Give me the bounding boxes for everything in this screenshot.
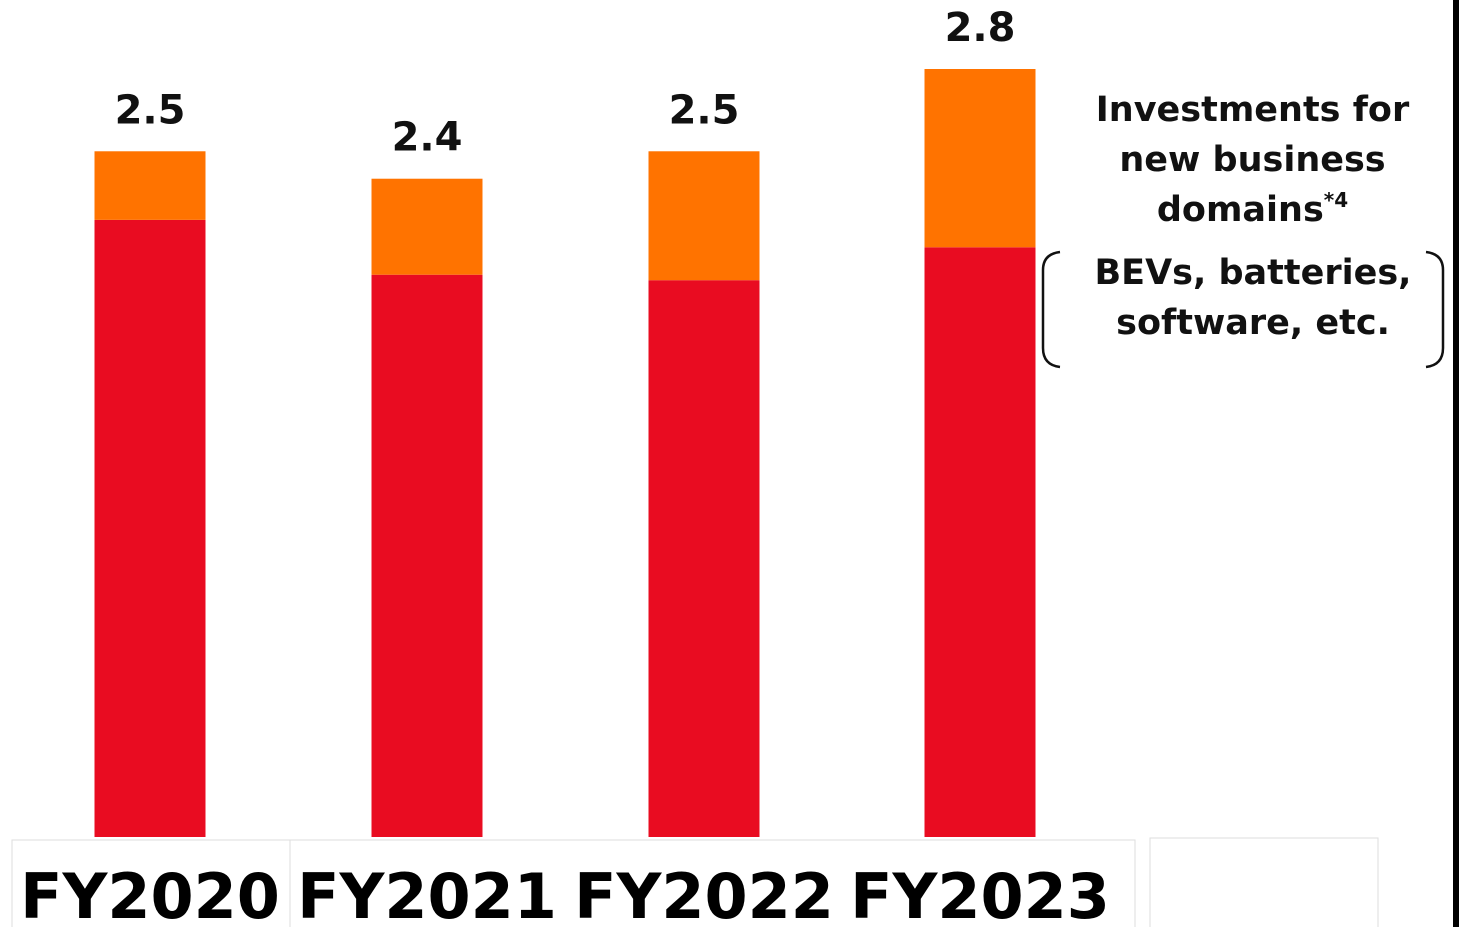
bar-segment — [648, 280, 760, 837]
bar-segment — [924, 69, 1036, 248]
x-tick-label: FY2022 — [574, 860, 834, 927]
series-name: Investments for new business domains — [1095, 90, 1410, 230]
bar-segment — [371, 178, 483, 275]
annotation-detail: BEVs, batteries, software, etc. — [1094, 253, 1412, 343]
x-tick-label: FY2020 — [20, 860, 280, 927]
total-label: 2.5 — [115, 87, 186, 133]
total-label: 2.5 — [669, 87, 740, 133]
bar-segment — [94, 219, 206, 837]
bar-segment — [94, 151, 206, 220]
annotation: Investments for new business domains*4 — [1080, 85, 1425, 235]
total-label: 2.8 — [945, 5, 1016, 51]
x-tick-label: FY2021 — [297, 860, 557, 927]
bracket — [1041, 250, 1061, 369]
label-box — [289, 839, 1136, 927]
total-label: 2.4 — [392, 115, 463, 161]
bar-segment — [648, 151, 760, 281]
bar-segment — [371, 274, 483, 837]
footnote-mark: *4 — [1323, 188, 1349, 212]
bracket — [1425, 250, 1445, 369]
x-tick-label: FY2023 — [850, 860, 1110, 927]
bar-segment — [924, 247, 1036, 838]
label-box — [1149, 837, 1379, 927]
